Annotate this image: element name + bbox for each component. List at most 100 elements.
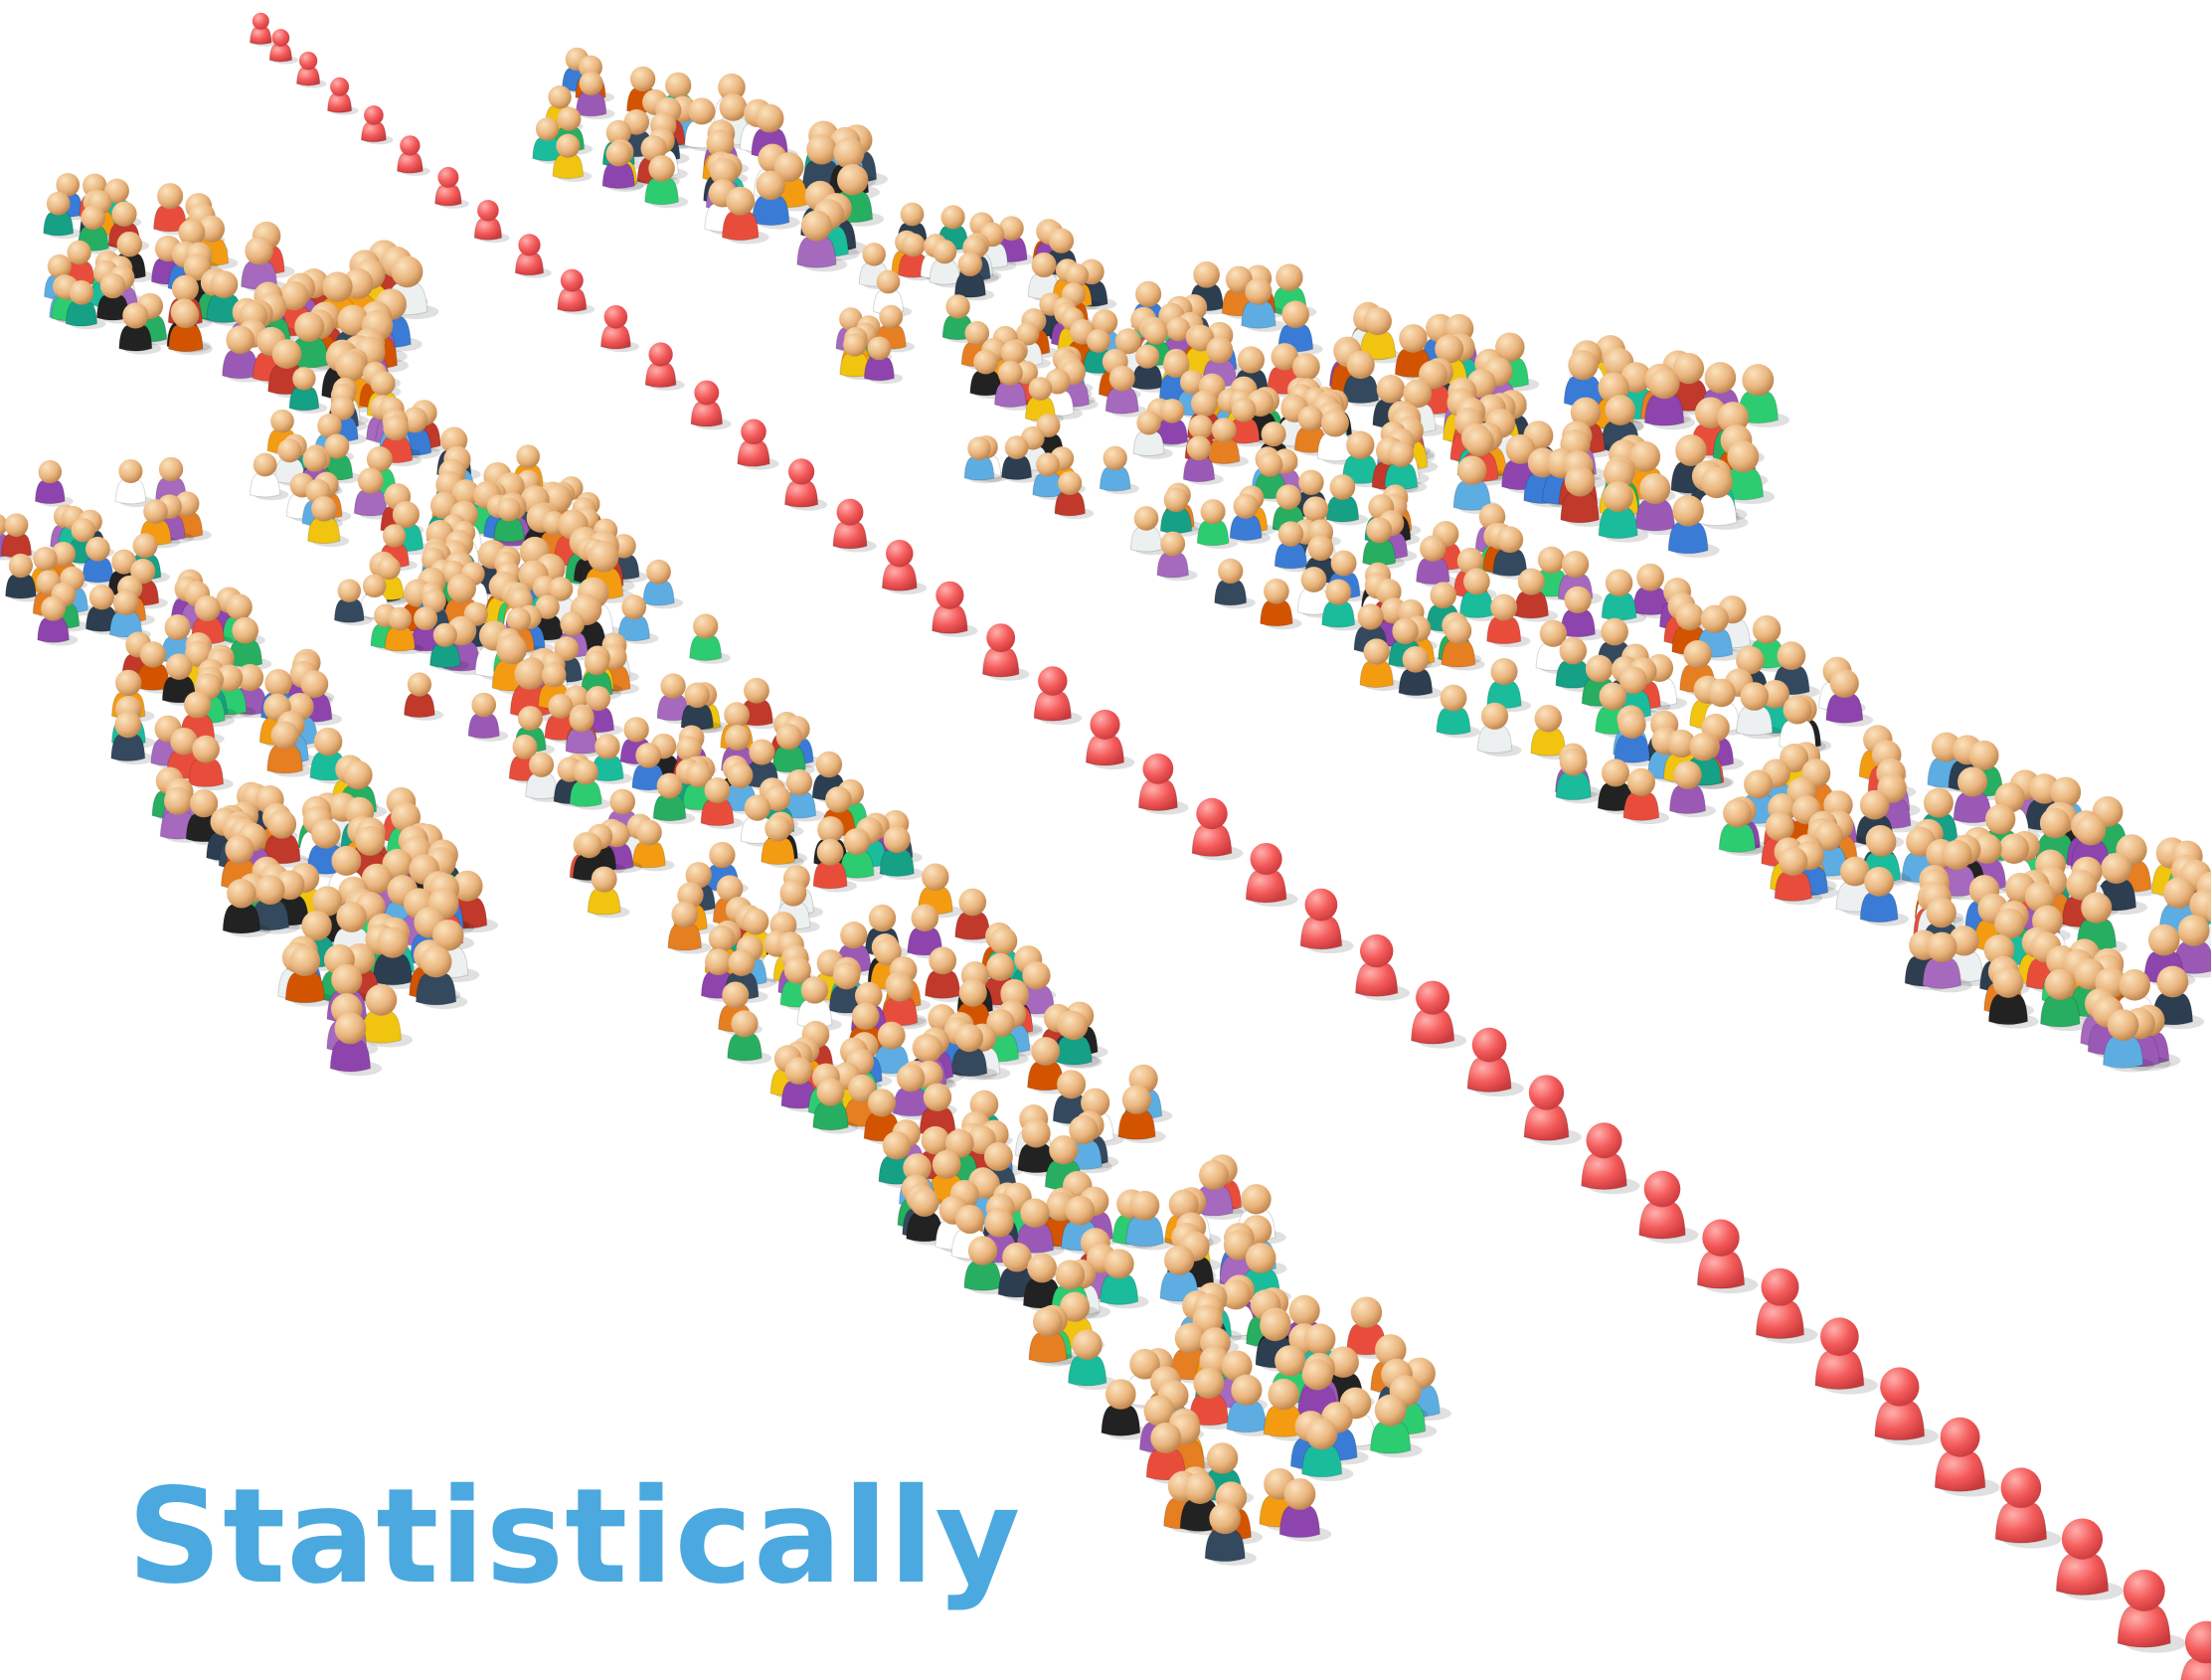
head xyxy=(1603,481,1633,512)
head xyxy=(270,721,299,750)
head xyxy=(1777,641,1806,670)
head xyxy=(731,1010,759,1038)
crowd-figure xyxy=(251,875,300,934)
head xyxy=(728,949,756,976)
head xyxy=(1209,1502,1242,1535)
head xyxy=(1304,1323,1336,1355)
head xyxy=(1281,300,1309,329)
head xyxy=(1165,316,1191,342)
crowd-figure xyxy=(1214,558,1256,609)
head xyxy=(361,863,393,895)
head xyxy=(1998,833,2030,864)
head xyxy=(337,304,369,336)
red-figure xyxy=(1581,1122,1640,1195)
head xyxy=(1864,866,1895,897)
head xyxy=(343,760,373,790)
crowd-figure xyxy=(1394,324,1443,382)
head xyxy=(1261,421,1286,447)
head xyxy=(773,152,804,182)
body xyxy=(1359,660,1394,688)
head xyxy=(1297,406,1323,431)
crowd-figure xyxy=(1241,277,1286,332)
body xyxy=(689,634,723,661)
body xyxy=(591,755,624,782)
head xyxy=(945,294,970,319)
head xyxy=(957,252,983,277)
crowd-figure xyxy=(839,828,884,882)
head xyxy=(556,133,581,158)
head xyxy=(954,1023,984,1053)
red-figure xyxy=(1874,1367,1940,1445)
head xyxy=(1307,535,1334,562)
body xyxy=(1458,590,1494,618)
body xyxy=(295,67,321,86)
head xyxy=(1031,1037,1061,1066)
head xyxy=(816,1078,845,1106)
head xyxy=(1689,733,1718,761)
head xyxy=(935,581,964,609)
head xyxy=(357,467,384,494)
body xyxy=(1054,491,1086,517)
head xyxy=(851,1002,880,1031)
head xyxy=(143,499,168,524)
head xyxy=(1564,586,1592,614)
head xyxy=(38,459,63,484)
head xyxy=(603,305,628,329)
body xyxy=(839,850,875,879)
body xyxy=(82,557,114,584)
head xyxy=(621,594,647,620)
crowd-figure xyxy=(812,838,857,893)
head xyxy=(1302,496,1329,522)
head xyxy=(877,1021,906,1050)
head xyxy=(172,301,200,329)
head xyxy=(164,786,192,815)
crowd-figure xyxy=(250,452,289,501)
head xyxy=(986,952,1015,981)
head xyxy=(901,233,926,257)
head xyxy=(317,414,342,438)
crowd-figure xyxy=(1260,579,1302,630)
crowd-figure xyxy=(587,866,630,919)
red-figure xyxy=(1033,666,1083,726)
body xyxy=(1359,330,1397,361)
body xyxy=(1229,514,1263,542)
head xyxy=(560,268,584,292)
crowd-figure xyxy=(168,301,213,356)
crowd-figure xyxy=(34,459,74,507)
body xyxy=(1555,771,1592,801)
head xyxy=(1537,546,1565,574)
head xyxy=(671,901,698,928)
head xyxy=(1200,499,1226,525)
head xyxy=(311,819,341,849)
body xyxy=(473,218,503,241)
head xyxy=(1241,1184,1272,1215)
crowd-figure xyxy=(1207,418,1250,467)
body xyxy=(307,517,341,545)
body xyxy=(644,362,677,389)
body xyxy=(839,353,871,378)
head xyxy=(1942,839,1972,871)
head xyxy=(554,636,580,661)
body xyxy=(1100,1273,1139,1305)
body xyxy=(1001,455,1033,480)
body xyxy=(37,616,70,643)
body xyxy=(525,773,559,800)
body xyxy=(879,848,915,877)
head xyxy=(929,946,957,975)
head xyxy=(1736,645,1765,675)
head xyxy=(1133,506,1159,531)
head xyxy=(1496,526,1524,554)
body xyxy=(1131,364,1163,391)
crowd-figure xyxy=(963,436,1003,484)
head xyxy=(301,910,332,941)
head xyxy=(1490,657,1518,686)
head xyxy=(635,819,662,846)
head xyxy=(1055,1260,1086,1290)
head xyxy=(1193,1368,1225,1399)
head xyxy=(271,29,290,47)
head xyxy=(477,200,499,222)
crowd-figure xyxy=(1182,435,1224,485)
crowd-figure xyxy=(333,579,373,626)
head xyxy=(784,1057,813,1086)
head xyxy=(1564,466,1596,497)
